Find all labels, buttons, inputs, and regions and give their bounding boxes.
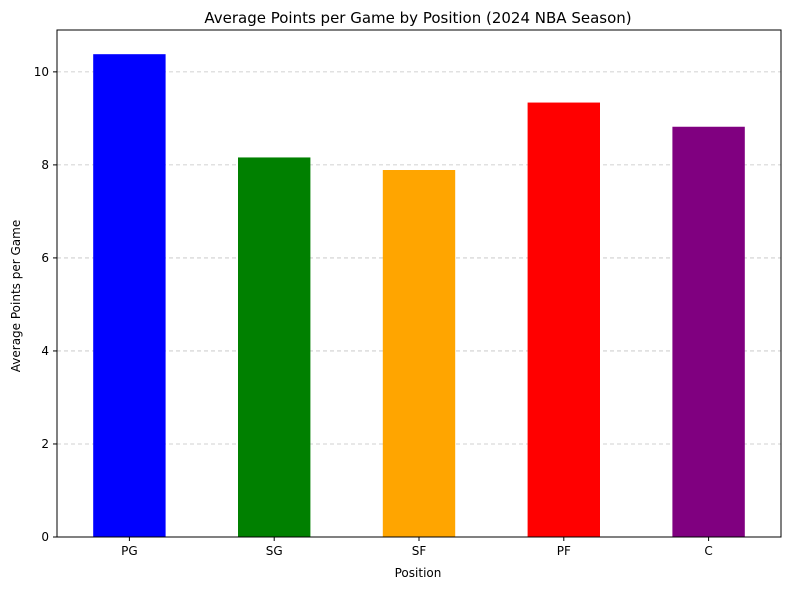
y-tick-label-2: 2 <box>41 437 49 451</box>
x-tick-label-sf: SF <box>412 544 427 558</box>
y-tick-label-8: 8 <box>41 158 49 172</box>
y-tick-label-4: 4 <box>41 344 49 358</box>
x-tick-label-sg: SG <box>266 544 283 558</box>
y-axis-label: Average Points per Game <box>9 220 23 372</box>
x-axis-label: Position <box>395 566 442 580</box>
grid-lines <box>57 71 781 445</box>
y-tick-label-10: 10 <box>34 65 49 79</box>
bar-pg <box>93 54 166 537</box>
bars <box>93 54 745 538</box>
axes: 0 2 4 6 8 10 PG SG SF PF C <box>34 29 782 558</box>
y-tick-label-6: 6 <box>41 251 49 265</box>
bar-sg <box>238 157 311 538</box>
y-tick-label-0: 0 <box>41 530 49 544</box>
x-tick-label-pf: PF <box>557 544 571 558</box>
x-tick-label-pg: PG <box>121 544 138 558</box>
bar-sf <box>382 170 456 538</box>
bar-pf <box>527 102 600 538</box>
bar-c <box>672 126 745 537</box>
x-tick-label-c: C <box>704 544 712 558</box>
chart-title: Average Points per Game by Position (202… <box>204 9 631 27</box>
